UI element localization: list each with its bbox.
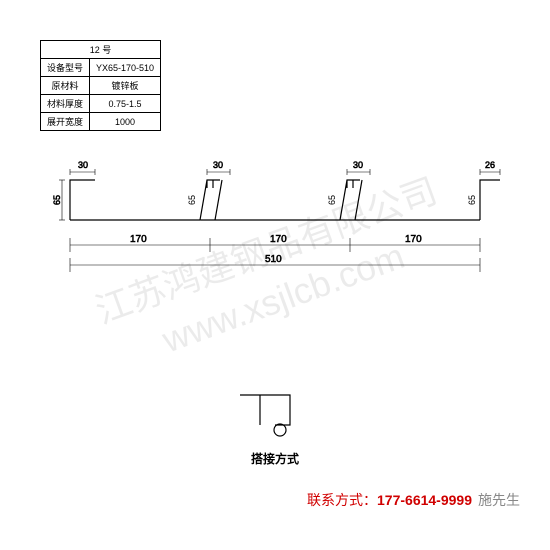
- profile-outline: [70, 180, 500, 220]
- dim-label: 30: [78, 160, 88, 170]
- dim-label: 65: [327, 195, 337, 205]
- segment-width-dims: 170 170 170: [70, 234, 480, 252]
- dim-label: 26: [485, 160, 495, 170]
- spec-row-value: YX65-170-510: [90, 59, 161, 77]
- dim-label: 510: [265, 254, 282, 265]
- joint-outline: [240, 395, 290, 436]
- spec-row-value: 1000: [90, 113, 161, 131]
- total-width-dim: 510: [70, 254, 480, 272]
- contact-phone: 177-6614-9999: [377, 492, 472, 508]
- dim-label: 170: [270, 234, 287, 245]
- dim-label: 65: [467, 195, 477, 205]
- contact-line: 联系方式：177-6614-9999 施先生: [307, 490, 520, 510]
- spec-row-label: 设备型号: [41, 59, 90, 77]
- contact-name: 施先生: [478, 492, 520, 508]
- dim-label: 65: [187, 195, 197, 205]
- dim-label: 170: [130, 234, 147, 245]
- joint-detail: [225, 380, 325, 440]
- spec-row-value: 0.75-1.5: [90, 95, 161, 113]
- dim-label: 170: [405, 234, 422, 245]
- joint-label: 搭接方式: [0, 450, 550, 467]
- spec-row-label: 材料厚度: [41, 95, 90, 113]
- contact-label: 联系方式：: [307, 492, 377, 508]
- spec-table: 12 号 设备型号 YX65-170-510 原材料 镀锌板 材料厚度 0.75…: [40, 40, 161, 131]
- spec-title: 12 号: [41, 41, 161, 59]
- spec-row-label: 展开宽度: [41, 113, 90, 131]
- dim-label: 65: [52, 195, 62, 205]
- top-flange-dims: 30 30 30 26: [70, 160, 500, 175]
- rib-height-dims: 65 65 65: [187, 195, 477, 205]
- dim-label: 30: [213, 160, 223, 170]
- spec-row-label: 原材料: [41, 77, 90, 95]
- spec-row-value: 镀锌板: [90, 77, 161, 95]
- left-height-dim: 65: [52, 180, 65, 220]
- dim-label: 30: [353, 160, 363, 170]
- profile-diagram: 30 30 30 26 65 65 65 65 170 170: [30, 150, 520, 290]
